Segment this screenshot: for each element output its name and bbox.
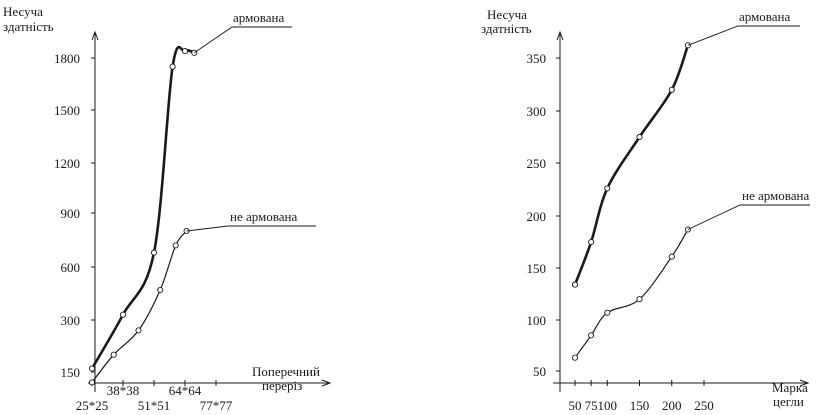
y-tick-label: 1800	[54, 51, 80, 66]
data-point-reinforced	[181, 48, 189, 55]
series-leader-unreinforced	[186, 225, 316, 232]
y-tick-label: 900	[61, 206, 81, 221]
data-point-reinforced	[150, 249, 158, 256]
x-tick-label: 250	[694, 398, 714, 413]
data-point-reinforced	[571, 281, 579, 288]
y-tick-label: 600	[61, 260, 81, 275]
data-point-unreinforced	[604, 309, 611, 316]
data-point-reinforced	[636, 133, 643, 141]
x-tick-label: 64*64	[169, 383, 202, 398]
series-label-unreinforced: не армована	[230, 209, 297, 224]
y-axis-title-line1: Несуча	[3, 4, 43, 19]
data-point-reinforced	[88, 365, 96, 372]
x-tick-label: 100	[598, 398, 618, 413]
data-point-unreinforced	[588, 332, 595, 339]
x-tick-label: 77*77	[200, 398, 233, 413]
x-tick-label: 38*38	[107, 383, 140, 398]
x-tick-label: 51*51	[138, 398, 171, 413]
y-tick-label: 250	[527, 156, 547, 171]
x-axis-title-line2: цегли	[773, 394, 804, 409]
series-leader-unreinforced	[687, 204, 810, 230]
data-point-unreinforced	[157, 286, 164, 294]
y-tick-label: 50	[533, 364, 546, 379]
y-tick-label: 150	[527, 261, 547, 276]
y-axis-title-line2: здатність	[481, 21, 532, 36]
y-axis-arrow	[556, 30, 564, 41]
series-leader-reinforced	[687, 25, 800, 46]
data-point-reinforced	[191, 49, 198, 56]
series-label-reinforced: армована	[233, 10, 284, 25]
y-tick-label: 1200	[54, 156, 80, 171]
data-point-reinforced	[668, 86, 675, 93]
chart-left-cross-section: 150 300 600 900 1200 1500 1800 25*2538*3851*516…	[3, 4, 332, 413]
x-axis-arrow	[799, 379, 810, 387]
data-point-unreinforced	[668, 253, 675, 260]
y-axis-title-line1: Несуча	[487, 7, 527, 22]
data-point-reinforced	[119, 311, 127, 318]
x-tick-label: 50	[569, 398, 582, 413]
x-tick-label: 150	[630, 398, 650, 413]
y-axis-title-line2: здатність	[3, 19, 54, 34]
data-point-unreinforced	[88, 379, 96, 386]
data-point-unreinforced	[636, 296, 643, 303]
x-tick-label: 200	[662, 398, 682, 413]
y-axis-arrow	[91, 30, 99, 41]
x-axis-title-line1: Поперечний	[252, 364, 320, 379]
data-point-unreinforced	[110, 351, 117, 358]
series-label-unreinforced: не армована	[742, 188, 809, 203]
series-label-reinforced: армована	[739, 9, 790, 24]
y-tick-label: 1500	[54, 103, 80, 118]
x-axis-arrow	[321, 379, 332, 387]
x-axis-title-line1: Марка	[772, 380, 808, 395]
data-point-unreinforced	[571, 354, 579, 361]
data-point-unreinforced	[172, 242, 179, 249]
series-line-unreinforced	[574, 228, 689, 359]
y-tick-label: 150	[61, 365, 81, 380]
series-line-reinforced	[90, 45, 196, 370]
y-tick-label: 100	[527, 313, 547, 328]
y-tick-label: 300	[61, 313, 81, 328]
x-axis-title-line2: переріз	[262, 378, 302, 393]
x-tick-label: 25*25	[76, 398, 109, 413]
y-tick-label: 300	[527, 104, 547, 119]
series-line-unreinforced	[91, 230, 188, 383]
data-point-reinforced	[588, 238, 595, 246]
data-point-unreinforced	[135, 327, 142, 334]
y-tick-label: 200	[527, 209, 547, 224]
x-tick-label: 75	[585, 398, 598, 413]
y-tick-label: 350	[527, 51, 547, 66]
data-point-reinforced	[684, 42, 691, 49]
series-line-reinforced	[573, 44, 690, 286]
data-point-reinforced	[169, 63, 176, 70]
data-point-reinforced	[604, 185, 611, 192]
series-leader-reinforced	[194, 26, 292, 54]
